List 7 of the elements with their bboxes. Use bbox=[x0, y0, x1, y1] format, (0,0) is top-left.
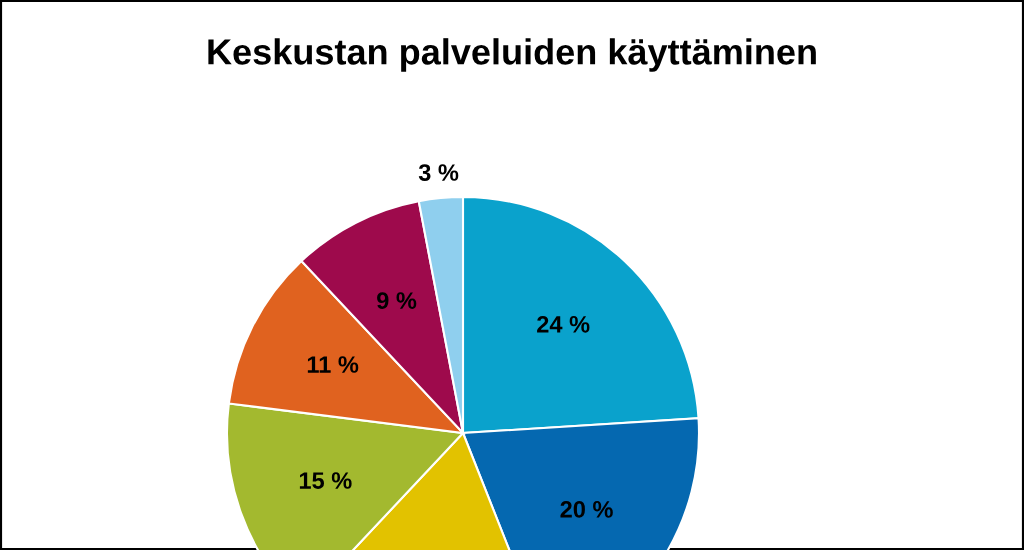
chart-title: Keskustan palveluiden käyttäminen bbox=[208, 38, 816, 72]
data-label: 24 % bbox=[537, 315, 590, 333]
data-label: 3 % bbox=[418, 164, 459, 181]
data-label: 11 % bbox=[307, 356, 359, 373]
data-label: 20 % bbox=[560, 501, 613, 518]
data-label: 15 % bbox=[299, 472, 352, 489]
data-label: 9 % bbox=[377, 292, 417, 309]
